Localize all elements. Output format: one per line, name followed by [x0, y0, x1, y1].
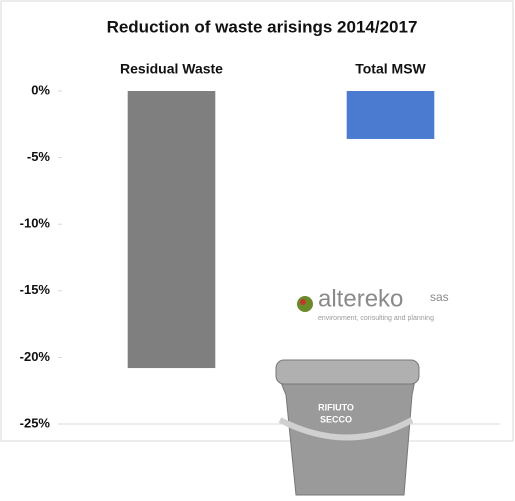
logo: altereko sas environment, consulting and…: [297, 285, 449, 322]
y-tick-label: -20%: [20, 349, 51, 364]
x-tick-label: Residual Waste: [120, 61, 223, 77]
y-tick-label: 0%: [31, 82, 50, 97]
logo-suffix: sas: [430, 290, 449, 304]
chart-frame: [0, 0, 514, 442]
logo-name: altereko: [318, 285, 403, 312]
bar: [127, 91, 216, 369]
y-tick-label: -5%: [27, 149, 51, 164]
bar: [346, 91, 435, 139]
bin: RIFIUTO SECCO: [275, 359, 420, 496]
bin-lid: [275, 359, 420, 385]
bin-label: SECCO: [320, 414, 352, 424]
logo-tagline: environment, consulting and planning: [318, 315, 434, 322]
logo-dot-inner: [300, 299, 306, 305]
y-tick-label: -10%: [20, 216, 51, 231]
bin-handle: [278, 417, 414, 441]
bin-label: RIFIUTO: [318, 402, 354, 412]
chart-title: Reduction of waste arisings 2014/2017: [107, 17, 418, 36]
y-tick-label: -25%: [20, 415, 51, 430]
y-tick-label: -15%: [20, 282, 51, 297]
x-tick-label: Total MSW: [355, 61, 426, 77]
